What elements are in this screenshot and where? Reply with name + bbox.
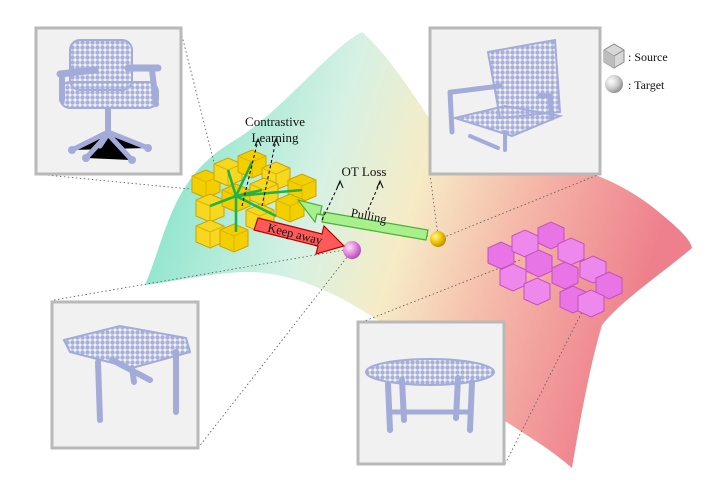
cube-icon — [551, 261, 579, 290]
panel-table-source — [50, 300, 200, 450]
cube-icon — [219, 223, 249, 253]
cube-icon — [523, 277, 551, 306]
contrastive-label-line1: Contrastive — [245, 114, 305, 129]
cube-icon — [499, 263, 527, 292]
chair-pointcloud — [56, 39, 162, 164]
cube-icon — [487, 241, 515, 270]
cube-icon — [577, 289, 605, 318]
cube-icon — [525, 249, 553, 278]
pulling-arrow: Pulling — [296, 198, 429, 241]
legend-target-label: : Target — [628, 78, 665, 92]
cube-icon — [603, 43, 625, 69]
panel-chair-source — [34, 26, 183, 176]
cube-icon — [557, 237, 585, 266]
source-cubes-pink — [487, 221, 623, 318]
contrastive-pointer-2 — [261, 139, 277, 207]
cube-icon — [195, 219, 225, 249]
contrastive-links — [209, 161, 303, 232]
target-sphere-pink — [343, 241, 361, 259]
contrastive-label-line2: Learning — [252, 130, 299, 145]
panel-chair-target — [428, 26, 602, 176]
source-cubes-yellow — [191, 149, 317, 253]
legend-source-label: : Source — [628, 50, 668, 64]
sphere-icon — [605, 75, 623, 93]
table-pointcloud — [62, 324, 192, 423]
cube-icon — [195, 193, 225, 223]
panel-table-target — [356, 320, 506, 466]
manifold-surface — [145, 32, 692, 468]
target-sphere-yellow — [430, 231, 446, 247]
table-pointcloud-2 — [365, 358, 495, 433]
cube-icon — [275, 193, 305, 223]
guide-lines — [35, 27, 601, 465]
ot-loss-label: OT Loss — [342, 164, 387, 179]
ot-loss-pointer-1 — [321, 181, 341, 221]
contrastive-pointer-1 — [241, 139, 259, 207]
chair-pointcloud-2 — [447, 38, 564, 152]
legend: : Source : Target — [603, 43, 668, 93]
pulling-label: Pulling — [350, 206, 389, 227]
